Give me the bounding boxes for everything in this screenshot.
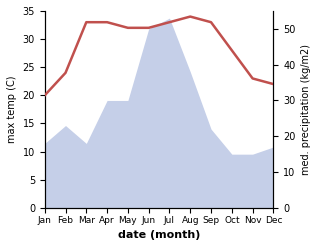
Y-axis label: max temp (C): max temp (C) (7, 76, 17, 143)
X-axis label: date (month): date (month) (118, 230, 200, 240)
Y-axis label: med. precipitation (kg/m2): med. precipitation (kg/m2) (301, 44, 311, 175)
